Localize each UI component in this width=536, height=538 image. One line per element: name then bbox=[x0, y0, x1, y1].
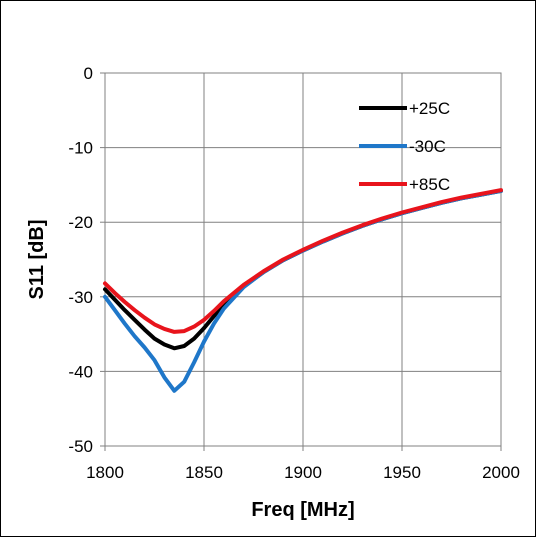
y-tick-label: -20 bbox=[68, 213, 93, 232]
y-axis-title: S11 [dB] bbox=[26, 219, 48, 299]
y-tick-label: -10 bbox=[68, 139, 93, 158]
x-tick-label: 1950 bbox=[383, 463, 421, 482]
series-lines bbox=[103, 188, 503, 393]
legend-label: +85C bbox=[409, 175, 450, 194]
x-tick-label: 1900 bbox=[284, 463, 322, 482]
legend: +25C -30C +85C bbox=[359, 99, 450, 194]
y-tick-label: -50 bbox=[68, 437, 93, 456]
legend-label: +25C bbox=[409, 99, 450, 118]
series-line-2 bbox=[103, 188, 503, 334]
y-tick-label: -30 bbox=[68, 288, 93, 307]
y-tick-label: -40 bbox=[68, 362, 93, 381]
x-tick-label: 1800 bbox=[86, 463, 124, 482]
x-tick-label: 2000 bbox=[482, 463, 520, 482]
x-axis-title: Freq [MHz] bbox=[251, 499, 354, 521]
x-tick-label: 1850 bbox=[185, 463, 223, 482]
tick-labels: 1800 1850 1900 1950 2000 0 -10 -20 -30 -40 -50 bbox=[68, 64, 519, 482]
y-tick-label: 0 bbox=[84, 64, 93, 83]
grid-lines bbox=[100, 72, 502, 451]
legend-label: -30C bbox=[409, 137, 446, 156]
